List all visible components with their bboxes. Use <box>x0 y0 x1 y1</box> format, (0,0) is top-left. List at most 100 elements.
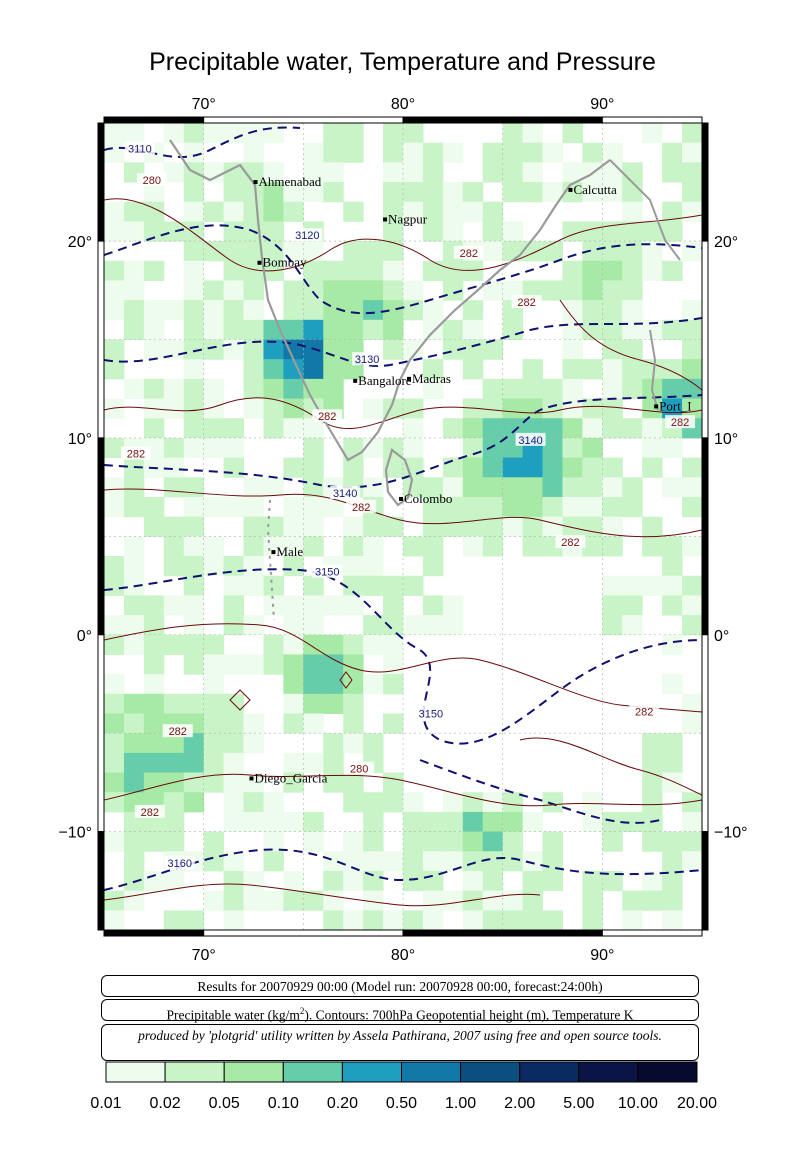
contour-label-bg <box>555 535 586 549</box>
pw-cell <box>263 516 284 537</box>
precipitable-water-map: 3110 280 3120 282 282 3130 282 282 3140 3140 282 28… <box>58 96 748 960</box>
pw-cell <box>123 496 145 518</box>
pw-cell <box>662 319 683 341</box>
pw-cell <box>183 319 205 341</box>
contour-label: 282 <box>127 449 145 461</box>
pw-cell <box>183 418 205 439</box>
contour-label-bg <box>124 141 155 155</box>
pw-cell <box>243 556 264 577</box>
pw-cell <box>323 162 344 183</box>
pw-cell <box>642 241 663 262</box>
pw-cell <box>502 516 524 537</box>
pw-cell <box>502 851 524 872</box>
colorbar-swatch <box>164 1061 225 1083</box>
pw-cell <box>323 595 344 616</box>
pw-cell <box>622 182 643 203</box>
pw-cell <box>622 241 643 262</box>
contour-label-bg <box>515 432 546 446</box>
pw-cell <box>243 575 264 596</box>
pw-cell <box>303 713 324 734</box>
pw-cell <box>642 831 663 852</box>
pw-cell <box>682 595 702 616</box>
pw-cell <box>163 910 185 930</box>
pw-cell <box>582 398 603 419</box>
pw-cell <box>662 142 683 163</box>
pw-cell <box>303 516 324 537</box>
frame-segment <box>601 929 703 937</box>
pw-cell <box>602 398 623 419</box>
city-label: Nagpur <box>388 211 428 226</box>
pw-cell <box>662 831 683 852</box>
pw-cell <box>223 418 245 439</box>
pw-cell <box>104 300 125 321</box>
pw-cell <box>582 241 603 262</box>
pw-cell <box>482 536 504 557</box>
pw-cell <box>383 615 404 636</box>
pw-cell <box>223 910 245 930</box>
pw-cell <box>642 437 663 459</box>
pw-cell <box>343 319 364 341</box>
credit-text: produced by 'plotgrid' utility written b… <box>138 1028 662 1043</box>
contour-label-bg <box>292 228 323 242</box>
pw-cell <box>343 556 364 577</box>
pw-cell <box>482 870 504 892</box>
frame-segment <box>203 929 404 937</box>
pw-cell <box>363 851 384 872</box>
city-label: Bombay <box>262 255 307 270</box>
pw-cell <box>183 556 205 577</box>
contour-label-bg <box>665 415 696 429</box>
pw-cell <box>442 811 464 833</box>
pw-cell <box>582 477 603 498</box>
pw-cell <box>682 359 702 380</box>
pw-cell <box>403 811 424 833</box>
pw-cell <box>223 496 245 518</box>
top-lon-label: 70° <box>192 96 216 113</box>
pw-cell <box>143 201 165 222</box>
pw-cell <box>223 772 245 793</box>
pw-cell <box>203 398 225 419</box>
pw-cell <box>403 162 424 183</box>
pw-cell <box>363 615 384 636</box>
pw-cell <box>562 339 583 360</box>
pw-cell <box>422 221 444 242</box>
contour-label-bg <box>312 409 343 423</box>
pw-cell <box>223 654 245 675</box>
pw-cell <box>482 477 504 498</box>
pw-cell <box>243 713 264 734</box>
pw-cell <box>422 378 444 400</box>
pw-cell <box>482 221 504 242</box>
pw-cell <box>462 811 484 833</box>
bottom-lon-label: 80° <box>391 947 415 960</box>
burma-coastline <box>609 159 681 261</box>
contour-labels: 3110 280 3120 282 282 3130 282 282 3140 3140 282 28… <box>120 141 696 870</box>
pw-cell <box>383 201 404 222</box>
pw-cell <box>283 280 304 301</box>
pw-cell <box>383 260 404 281</box>
pw-cell <box>462 260 484 281</box>
pw-cell <box>263 359 284 380</box>
pw-cell <box>223 851 245 872</box>
pw-cell <box>363 477 384 498</box>
pw-cell <box>323 496 344 518</box>
pw-cell <box>143 516 165 537</box>
frame-segment <box>701 240 709 439</box>
pw-cell <box>622 260 643 281</box>
pw-cell <box>223 733 245 754</box>
pw-cell <box>203 123 225 144</box>
pw-cell <box>243 339 264 360</box>
pw-cell <box>163 378 185 400</box>
pw-cell <box>662 398 683 419</box>
pw-cell <box>163 792 185 813</box>
pw-cell <box>123 319 145 341</box>
pw-cell <box>422 182 444 203</box>
pw-cell <box>662 575 683 596</box>
pw-cell <box>442 142 464 163</box>
pw-cell <box>602 575 623 596</box>
pw-cell <box>482 831 504 852</box>
colorbar-label: 2.00 <box>504 1095 536 1112</box>
city-marker <box>399 496 404 501</box>
right-lat-label: −10° <box>714 825 748 842</box>
pw-cell <box>682 378 702 400</box>
pw-cell <box>303 595 324 616</box>
pw-cell <box>602 378 623 400</box>
